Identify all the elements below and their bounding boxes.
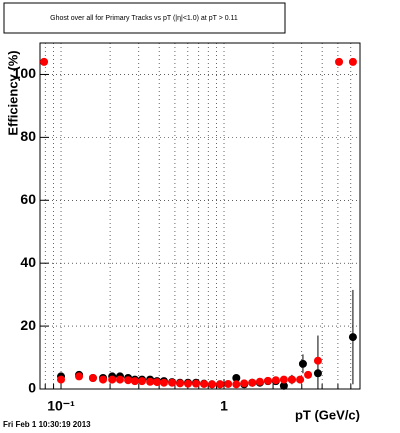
point xyxy=(298,359,307,368)
point xyxy=(75,372,84,381)
y-tick-label: 0 xyxy=(28,380,36,396)
x-tick-label: 10⁻¹ xyxy=(47,398,75,414)
point xyxy=(279,375,288,384)
point xyxy=(279,381,288,390)
y-tick-label: 40 xyxy=(20,254,36,270)
point xyxy=(99,375,108,384)
point xyxy=(124,376,133,385)
point xyxy=(232,373,241,382)
x-tick-label: 1 xyxy=(220,398,228,414)
point xyxy=(313,356,322,365)
point xyxy=(159,378,168,387)
plot-frame xyxy=(39,42,361,390)
point xyxy=(88,373,97,382)
point xyxy=(255,377,264,386)
point xyxy=(208,380,217,389)
point xyxy=(152,378,161,387)
point xyxy=(191,379,200,388)
point xyxy=(271,376,280,385)
point xyxy=(175,379,184,388)
point xyxy=(348,333,357,342)
point xyxy=(183,379,192,388)
point xyxy=(146,377,155,386)
point xyxy=(216,380,225,389)
point xyxy=(232,380,241,389)
point xyxy=(335,57,344,66)
point xyxy=(248,378,257,387)
point xyxy=(240,379,249,388)
y-axis-label: Efficiency (%) xyxy=(5,50,20,135)
point xyxy=(40,57,49,66)
point xyxy=(263,376,272,385)
x-axis-label: pT (GeV/c) xyxy=(295,407,360,422)
point xyxy=(304,370,313,379)
point xyxy=(57,375,66,384)
point xyxy=(296,375,305,384)
y-tick-label: 80 xyxy=(20,128,36,144)
point xyxy=(115,375,124,384)
y-tick-label: 20 xyxy=(20,317,36,333)
point xyxy=(168,378,177,387)
point xyxy=(348,57,357,66)
y-tick-label: 60 xyxy=(20,191,36,207)
footer: Fri Feb 1 10:30:19 2013 xyxy=(3,420,91,429)
point xyxy=(130,377,139,386)
point xyxy=(108,375,117,384)
y-tick-label: 100 xyxy=(13,65,37,81)
point xyxy=(313,369,322,378)
point xyxy=(224,379,233,388)
title-box xyxy=(3,2,286,34)
chart-title: Ghost over all for Primary Tracks vs pT … xyxy=(50,15,238,22)
point xyxy=(287,375,296,384)
point xyxy=(138,377,147,386)
point xyxy=(200,379,209,388)
